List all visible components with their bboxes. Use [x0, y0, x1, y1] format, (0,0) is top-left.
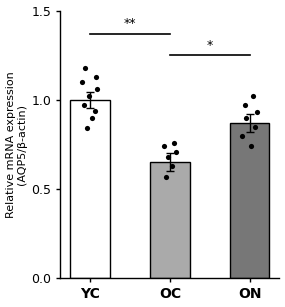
Point [89, 115, 94, 120]
Point [86, 94, 91, 99]
Point [255, 110, 259, 115]
Point [80, 80, 85, 84]
Point [249, 144, 253, 149]
Text: *: * [207, 39, 213, 52]
Point [165, 154, 170, 159]
Point [170, 163, 175, 168]
Y-axis label: Relative mRNA expression
(AQP5/β-actin): Relative mRNA expression (AQP5/β-actin) [5, 71, 27, 218]
Point [95, 87, 100, 91]
Point [174, 149, 178, 154]
Bar [150, 162, 190, 278]
Text: **: ** [124, 17, 136, 30]
Point [172, 140, 176, 145]
Point [253, 124, 257, 129]
Point [240, 133, 245, 138]
Point [243, 103, 247, 108]
Bar [70, 100, 110, 278]
Point [83, 65, 88, 70]
Point [164, 174, 168, 179]
Point [93, 74, 98, 79]
Point [244, 115, 249, 120]
Point [162, 144, 167, 149]
Point [85, 126, 89, 131]
Bar [230, 123, 270, 278]
Point [251, 94, 255, 99]
Point [93, 108, 97, 113]
Point [82, 103, 86, 108]
